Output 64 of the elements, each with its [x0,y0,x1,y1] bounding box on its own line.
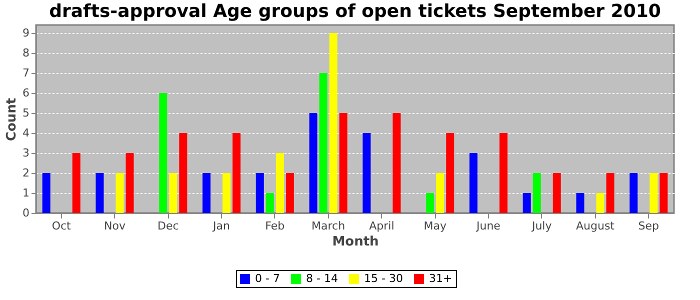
bar [42,173,50,213]
bar [179,133,188,213]
x-tick-label: Dec [157,220,179,232]
x-tick-label: June [475,220,501,232]
x-tick-label: Jan [212,220,230,232]
bar [446,133,454,213]
bar [426,193,434,213]
x-tick-label: August [576,220,616,232]
y-tick-label: 9 [22,26,30,40]
y-tick-label: 5 [22,106,30,120]
bar [630,173,638,213]
bar [286,173,294,213]
bar [329,33,338,213]
bar [606,173,614,213]
chart-title: drafts-approval Age groups of open tickets September 2010 [49,1,661,22]
legend-label: 31+ [429,272,452,285]
bar [552,173,561,213]
bar [72,153,80,213]
y-tick-label: 3 [22,146,30,160]
x-tick-label: March [312,220,346,232]
bar [532,173,541,213]
bar [309,113,318,213]
bar [436,173,444,213]
legend-label: 15 - 30 [364,272,403,285]
bar [159,93,168,213]
bar [266,193,274,213]
bar [116,173,124,213]
y-tick-label: 7 [22,66,30,80]
y-tick-label: 0 [22,206,30,220]
y-tick-label: 2 [22,166,30,180]
legend-label: 0 - 7 [255,272,280,285]
x-tick-label: July [530,220,552,232]
bar [392,113,401,213]
bar [362,133,371,213]
legend-label: 8 - 14 [306,272,338,285]
y-axis-title: Count [4,98,20,142]
y-tick-label: 8 [22,46,30,60]
y-tick-label: 1 [22,186,30,200]
x-tick-label: Nov [104,220,126,232]
bar [202,173,211,213]
bar [660,173,668,213]
bar [169,173,178,213]
bar [499,133,508,213]
x-tick-label: Oct [52,220,72,232]
x-tick-label: Sep [638,220,660,232]
bar [126,153,134,213]
y-tick-label: 4 [22,126,30,140]
bar [339,113,348,213]
bar [576,193,584,213]
y-tick-label: 6 [22,86,30,100]
x-tick-label: April [369,220,394,232]
bar [319,73,328,213]
x-tick-label: Feb [265,220,285,232]
bar [650,173,658,213]
bar [256,173,264,213]
x-tick-label: May [424,220,447,232]
bar [596,193,604,213]
bar [222,173,231,213]
bar [232,133,241,213]
x-axis-title: Month [332,234,379,250]
bar [522,193,531,213]
bar [96,173,104,213]
bar [276,153,284,213]
bar [469,153,478,213]
